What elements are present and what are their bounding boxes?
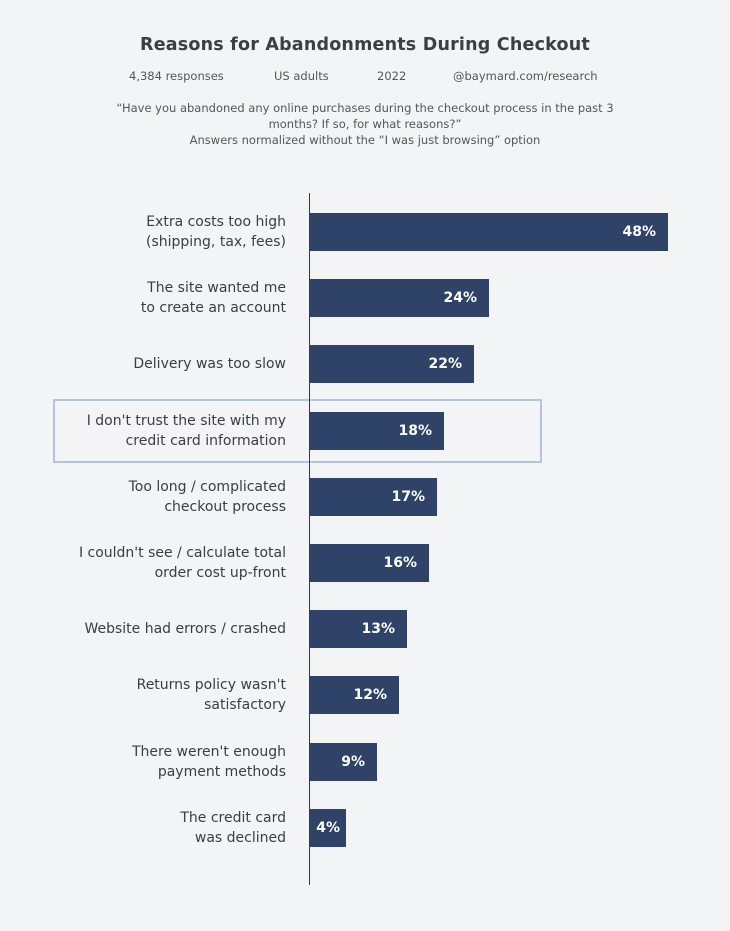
category-label: The credit card was declined [180,810,286,846]
data-label: 12% [353,687,387,703]
bar: 9% [310,743,377,781]
question-text: “Have you abandoned any online purchases… [90,100,640,148]
category-label: Website had errors / crashed [84,621,286,637]
bar: 22% [310,345,474,383]
bar: 12% [310,676,399,714]
meta-year: 2022 [377,69,407,83]
meta-source: @baymard.com/research [453,69,598,83]
data-label: 17% [391,489,425,505]
data-label: 13% [361,621,395,637]
data-label: 16% [383,555,417,571]
data-label: 18% [398,423,432,439]
data-label: 4% [316,820,340,836]
category-label: There weren't enough payment methods [131,744,286,780]
chart-title: Reasons for Abandonments During Checkout [140,35,590,55]
bar: 4% [310,809,346,847]
meta-audience: US adults [274,69,329,83]
highlight-box [53,399,542,463]
bar: 17% [310,478,437,516]
category-label: Delivery was too slow [133,356,286,372]
survey-question: “Have you abandoned any online purchases… [116,101,614,131]
y-axis-line [309,193,310,885]
bar: 16% [310,544,429,582]
data-label: 24% [443,290,477,306]
category-label: Returns policy wasn't satisfactory [136,677,286,713]
category-label: The site wanted me to create an account [140,280,286,316]
category-label: Extra costs too high (shipping, tax, fee… [145,214,286,250]
bar: 18% [310,412,444,450]
bar: 24% [310,279,489,317]
normalization-note: Answers normalized without the “I was ju… [189,133,541,147]
category-label: I couldn't see / calculate total order c… [78,545,286,581]
bar: 48% [310,213,668,251]
data-label: 48% [622,224,656,240]
category-label: I don't trust the site with my credit ca… [86,413,286,449]
data-label: 22% [428,356,462,372]
category-label: Too long / complicated checkout process [128,479,286,515]
bar: 13% [310,610,407,648]
meta-responses: 4,384 responses [129,69,224,83]
data-label: 9% [341,754,365,770]
